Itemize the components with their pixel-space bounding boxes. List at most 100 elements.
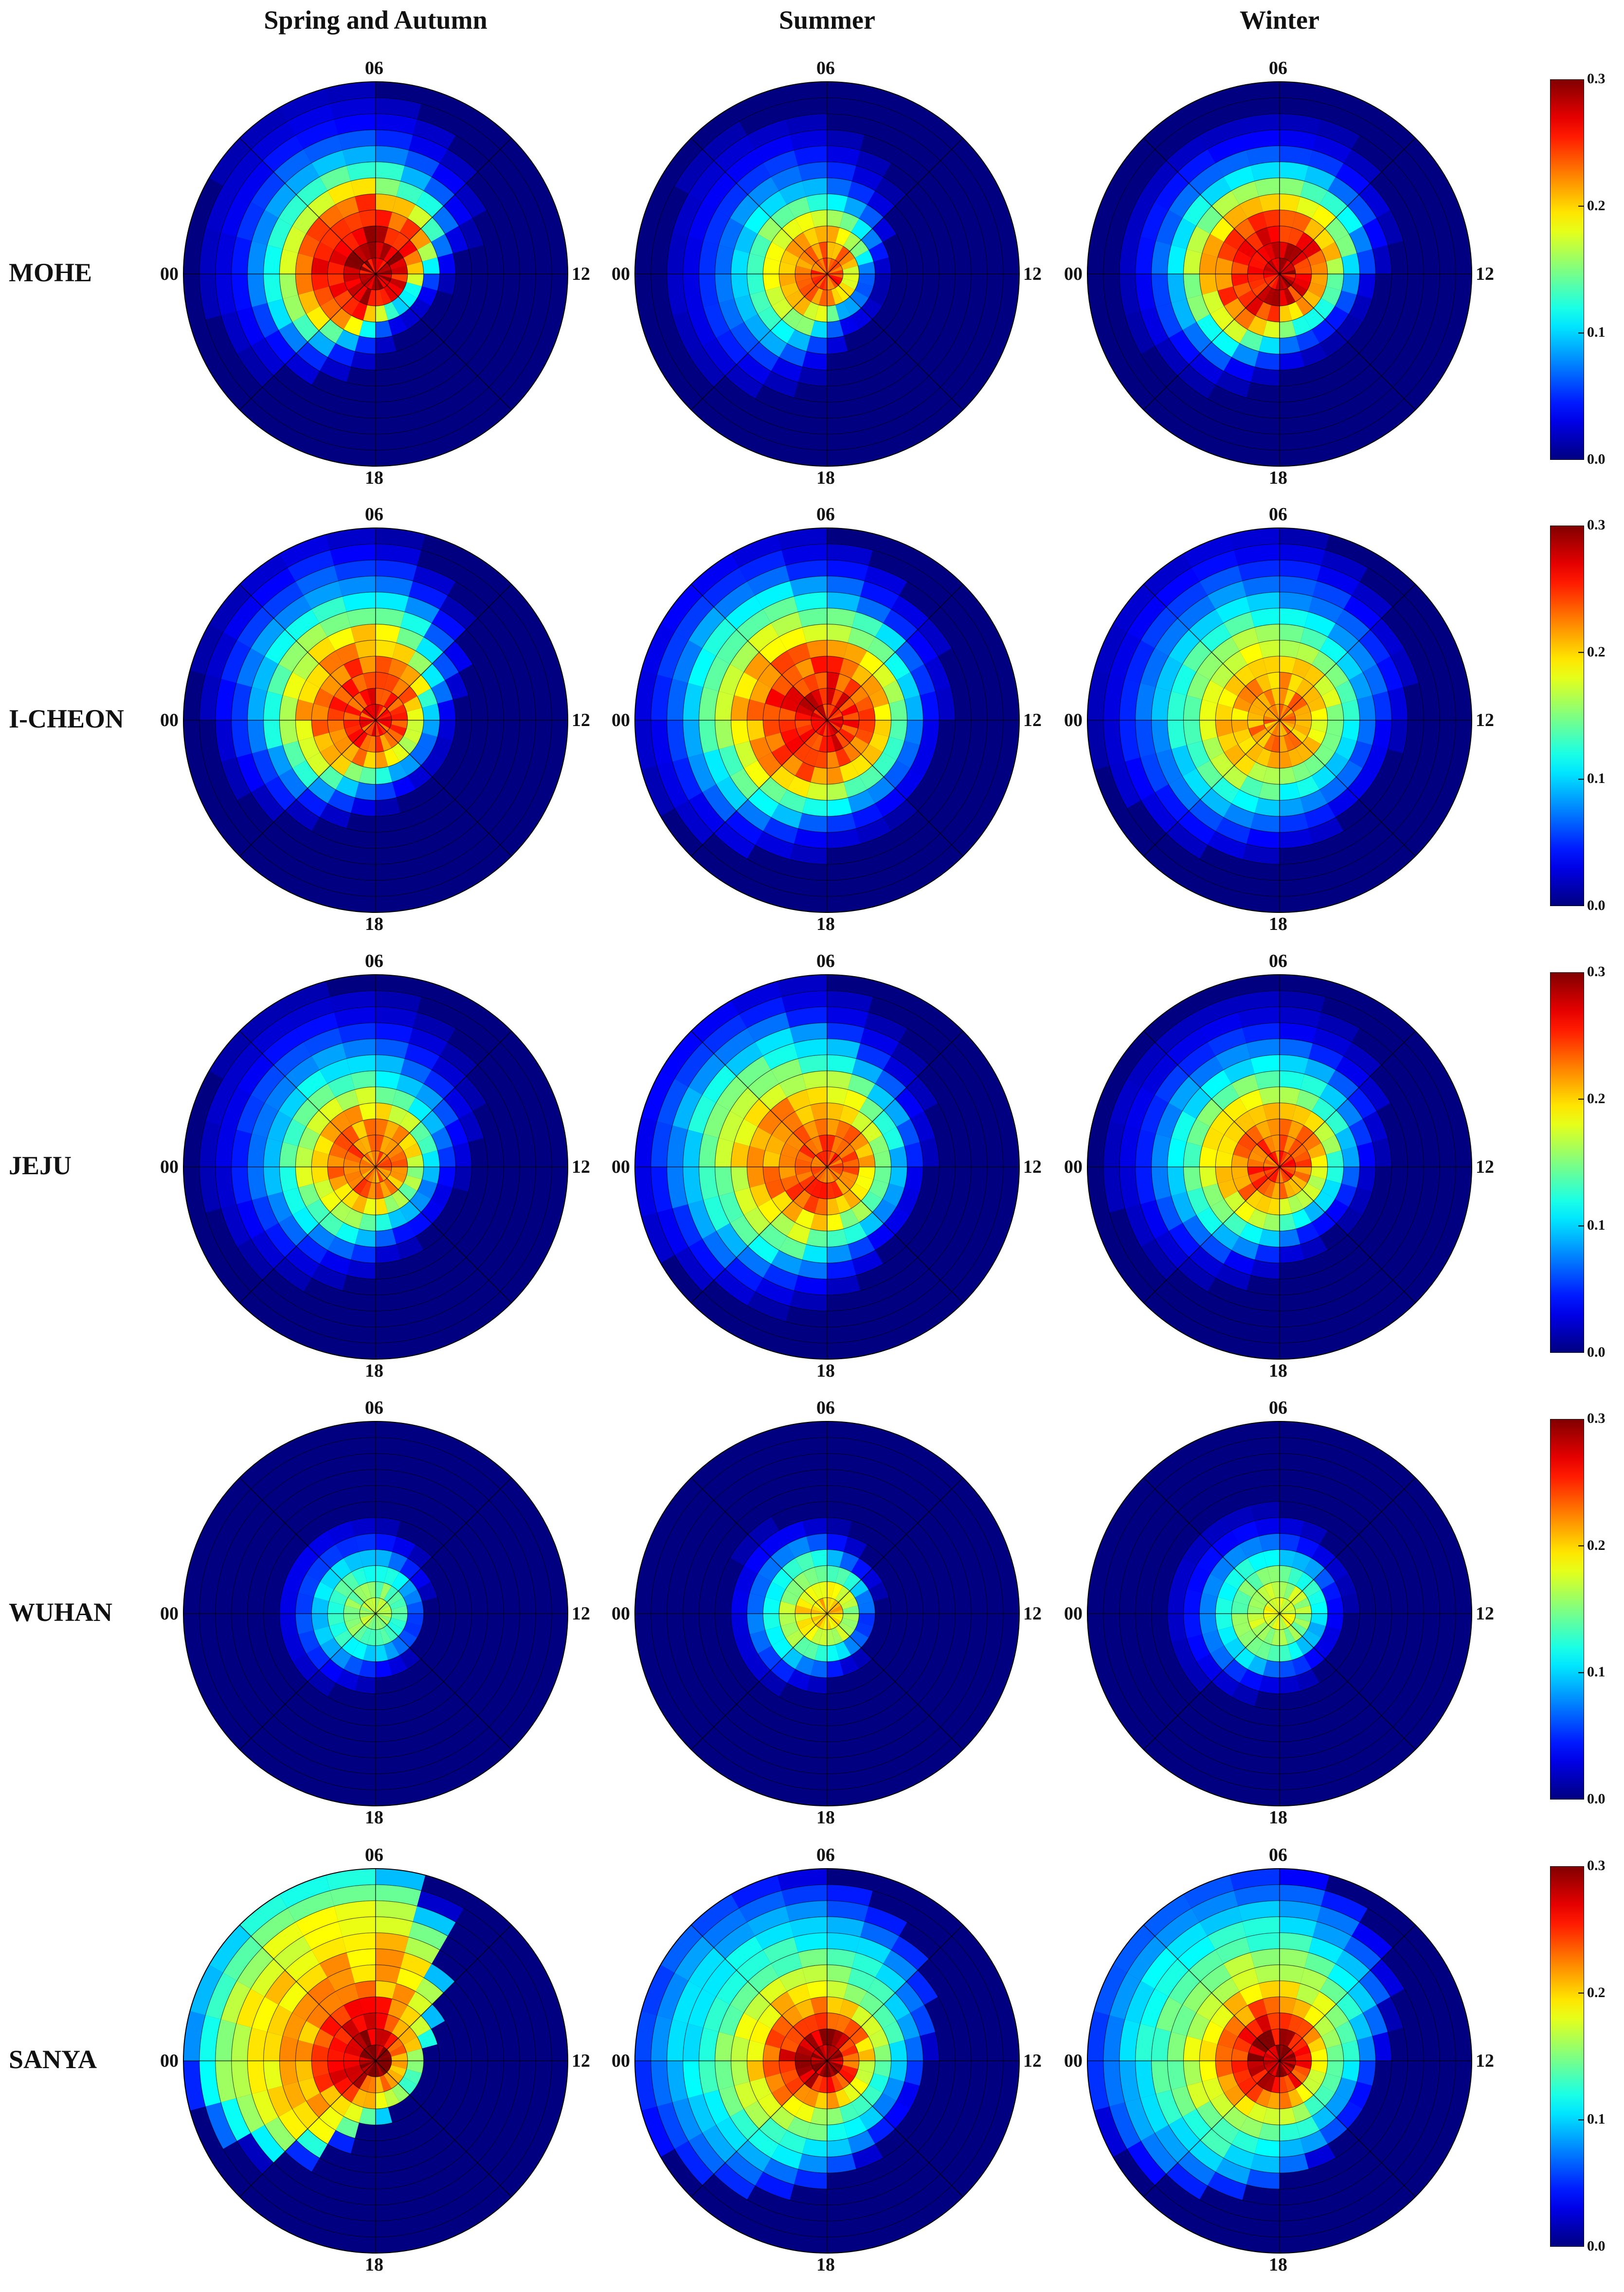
heat-cell (736, 1055, 771, 1088)
heat-cell (431, 1183, 453, 1207)
heat-cell (1288, 2089, 1304, 2108)
heat-cell (376, 720, 391, 728)
heat-cell (1247, 1105, 1267, 1126)
heat-cell (725, 1936, 763, 1970)
heat-cell (827, 1071, 852, 1090)
heat-cell (1189, 1055, 1224, 1088)
heat-cell (376, 1135, 384, 1152)
panel-border (183, 1868, 568, 2254)
heat-cell (835, 748, 851, 767)
heat-cell (852, 803, 884, 829)
heat-cell (363, 751, 376, 768)
heat-cell (1336, 314, 1363, 342)
heat-cell (835, 227, 851, 246)
heat-cell (343, 720, 361, 729)
heat-cell (343, 711, 361, 720)
heat-cell (292, 760, 319, 788)
heat-cell (812, 1167, 827, 1175)
heat-cell (403, 2037, 422, 2053)
heat-cell (251, 618, 285, 656)
heat-cell (852, 2144, 884, 2169)
polar-panel (183, 974, 568, 1360)
heat-cell (1247, 1999, 1267, 2019)
heat-cell (1313, 1027, 1352, 1056)
grid-spoke (691, 138, 828, 274)
heat-cell (1280, 1614, 1294, 1625)
heat-cell (687, 307, 716, 346)
heat-cell (1250, 608, 1280, 628)
heat-cell (827, 242, 836, 259)
heat-cell (650, 720, 673, 766)
heat-cell (747, 720, 765, 741)
heat-cell (399, 218, 421, 240)
heat-cell (702, 338, 737, 376)
heat-cell (779, 1614, 796, 1626)
heat-cell (1341, 2061, 1360, 2082)
heat-cell (1177, 1042, 1216, 1076)
heat-cell (827, 1660, 844, 1678)
heat-cell (785, 113, 827, 135)
heat-cell (1280, 178, 1305, 197)
heat-cell (285, 1949, 320, 1982)
heat-cell (376, 1151, 380, 1167)
heat-cell (1296, 2116, 1320, 2138)
heat-cell (384, 1567, 400, 1586)
heat-cell (703, 656, 730, 691)
heat-cell (1224, 1637, 1246, 1659)
heat-cell (319, 204, 344, 229)
heat-cell (1325, 1557, 1349, 1582)
heat-cell (1223, 319, 1248, 344)
heat-cell (1223, 1505, 1255, 1530)
heat-cell (1313, 744, 1335, 766)
heat-cell (1376, 1997, 1404, 2032)
heat-cell (1302, 240, 1321, 258)
heat-cell (313, 1626, 334, 1646)
heat-cell (716, 2117, 748, 2152)
heat-cell (804, 692, 819, 709)
heat-cell (1140, 1988, 1169, 2028)
heat-cell (236, 2094, 265, 2133)
heat-cell (342, 2083, 360, 2103)
heat-cell (1259, 782, 1280, 800)
heat-cell (818, 735, 827, 752)
heat-cell (346, 162, 376, 182)
heat-cell (715, 691, 735, 720)
grid-spoke (827, 2060, 963, 2197)
heat-cell (355, 1087, 376, 1105)
heat-cell (1259, 1229, 1280, 1247)
polar-panel (183, 81, 568, 467)
heat-cell (813, 1614, 827, 1625)
heat-cell (371, 258, 376, 274)
heat-cell (1247, 265, 1264, 274)
heat-cell (252, 749, 279, 784)
heat-cell (1280, 1997, 1297, 2015)
heat-cell (1343, 595, 1382, 630)
heat-cell (1280, 1167, 1296, 1171)
heat-cell (1263, 2056, 1280, 2061)
heat-cell (347, 1591, 364, 1606)
heat-cell (353, 1585, 368, 1602)
heat-cell (1189, 609, 1224, 641)
heat-cell (221, 2098, 251, 2141)
heat-cell (688, 2133, 725, 2174)
grid-spoke (827, 1613, 963, 1750)
heat-cell (1280, 194, 1300, 212)
heat-cell (371, 720, 376, 736)
heat-cell (849, 1629, 869, 1648)
heat-cell (779, 2048, 796, 2061)
heat-cell (263, 274, 283, 303)
heat-cell (770, 1212, 795, 1237)
heat-cell (803, 2014, 819, 2033)
heat-cell (730, 1088, 759, 1119)
heat-cell (205, 185, 237, 233)
heat-cell (884, 1099, 911, 1127)
heat-cell (313, 242, 334, 262)
heat-cell (376, 260, 387, 274)
heat-cell (1376, 656, 1404, 691)
heat-cell (376, 1119, 388, 1136)
heat-cell (1246, 592, 1280, 612)
heat-cell (660, 1031, 703, 1079)
colorbar-tick-label: 0.2 (1587, 1984, 1606, 2001)
heat-cell (376, 1582, 384, 1599)
heat-cell (1259, 2123, 1280, 2141)
